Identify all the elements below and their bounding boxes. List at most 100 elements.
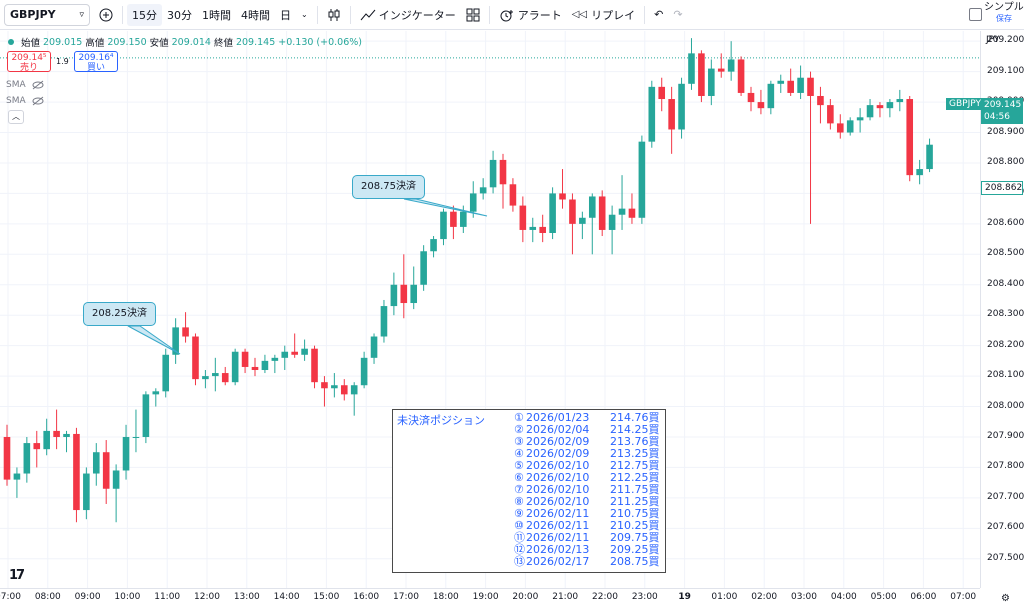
alert-label: アラート <box>517 8 562 22</box>
interval-15m[interactable]: 15分 <box>127 3 162 26</box>
replay-button[interactable]: ◁◁ リプレイ <box>567 4 640 26</box>
undo-button[interactable]: ↶ <box>649 4 668 26</box>
time-axis[interactable]: 07:00 08:00 09:00 10:00 11:00 12:00 13:00 14:00… <box>0 588 980 605</box>
open-label: 始値 <box>21 38 41 49</box>
chevron-up-icon: ︿ <box>12 112 20 121</box>
candle-body <box>489 159 497 188</box>
symbol-label: GBPJPY <box>10 8 56 21</box>
candle-body <box>747 92 755 103</box>
time-tick-label: 18:00 <box>432 592 459 602</box>
templates-button[interactable] <box>461 4 485 26</box>
candle-body <box>400 284 408 304</box>
buy-button[interactable]: 209.16⁴ 買い <box>74 51 118 73</box>
position-price: 211.75買 <box>610 483 660 496</box>
candle-body <box>618 208 626 215</box>
candle-body <box>569 199 576 224</box>
layout-checkbox[interactable] <box>969 8 982 21</box>
price-tick-label: 207.800 <box>987 461 1024 472</box>
candle-body <box>916 169 923 176</box>
callout-208-75[interactable]: 208.75決済 <box>352 175 425 199</box>
time-tick-label: 10:00 <box>114 592 141 602</box>
compare-symbol-button[interactable] <box>94 4 118 26</box>
close-label: 終値 <box>213 38 233 49</box>
redo-button[interactable]: ↷ <box>668 4 687 26</box>
position-number: ④ <box>514 447 524 460</box>
candle-body <box>360 357 368 386</box>
sma-indicator-1[interactable]: SMA <box>6 80 44 90</box>
candle-body <box>281 351 289 358</box>
candle-body <box>886 102 894 109</box>
divider <box>349 5 351 24</box>
sma-label: SMA <box>6 80 26 90</box>
time-tick-label: 05:00 <box>870 592 897 602</box>
symbol-search-button[interactable]: GBPJPY ▿ <box>4 3 90 26</box>
chart-pane[interactable] <box>0 31 980 588</box>
currency-label[interactable]: JPY <box>986 35 1000 45</box>
redo-icon: ↷ <box>673 8 683 21</box>
top-toolbar: GBPJPY ▿ 15分 30分 1時間 4時間 日 ⌄ インジケーター アラー… <box>0 0 1024 30</box>
callout-208-25[interactable]: 208.25決済 <box>83 302 156 326</box>
gear-icon[interactable]: ⚙ <box>1001 593 1010 604</box>
candle-body <box>727 59 735 72</box>
eye-hidden-icon[interactable] <box>32 80 44 90</box>
divider <box>122 5 123 24</box>
candle-body <box>430 239 437 252</box>
eye-hidden-icon[interactable] <box>32 96 44 106</box>
tradingview-logo[interactable]: 17 <box>9 568 25 583</box>
interval-4h[interactable]: 4時間 <box>241 8 270 22</box>
price-tick-label: 207.900 <box>987 430 1024 441</box>
interval-1d[interactable]: 日 <box>280 8 291 22</box>
candle-body <box>737 59 745 93</box>
alert-button[interactable]: アラート <box>494 4 567 26</box>
high-label: 高値 <box>85 38 105 49</box>
time-tick-label: 23:00 <box>631 592 658 602</box>
position-number: ① <box>514 411 524 424</box>
position-price: 211.25買 <box>610 495 660 508</box>
price-tick-label: 208.400 <box>987 278 1024 289</box>
save-label: 保存 <box>996 14 1012 23</box>
position-row: ② 2026/02/04 214.25買 <box>514 424 660 436</box>
candle-body <box>321 382 328 389</box>
interval-30m[interactable]: 30分 <box>167 8 192 22</box>
position-date: 2026/02/10 <box>526 483 590 496</box>
sell-label: 売り <box>19 63 38 73</box>
sell-button[interactable]: 209.14⁵ 売り <box>7 51 51 73</box>
position-row: ⑨ 2026/02/11 210.75買 <box>514 507 660 520</box>
dropdown-icon: ▿ <box>79 9 84 20</box>
position-date: 2026/02/10 <box>526 471 590 484</box>
low-value: 209.014 <box>171 36 211 48</box>
candle-body <box>807 77 814 96</box>
candle-body <box>370 336 378 358</box>
candle-body <box>926 144 933 170</box>
position-number: ⑥ <box>514 471 524 484</box>
open-positions-box[interactable]: 未決済ポジション ① 2026/01/23 214.76買 ② 2026/02/04 21… <box>392 409 666 573</box>
candle-body <box>767 83 775 109</box>
candle-body <box>132 436 140 438</box>
position-date: 2026/02/11 <box>526 531 590 544</box>
time-tick-label: 12:00 <box>194 592 220 602</box>
indicators-button[interactable]: インジケーター <box>355 4 461 26</box>
candle-body <box>212 373 219 377</box>
time-tick-label: 06:00 <box>910 592 937 602</box>
position-row: ⑦ 2026/02/10 211.75買 <box>514 483 660 496</box>
candle-body <box>638 141 646 218</box>
position-price: 210.75買 <box>610 507 660 520</box>
position-number: ⑬ <box>514 555 525 568</box>
candle-body <box>836 123 844 133</box>
collapse-legend-button[interactable]: ︿ <box>8 110 24 124</box>
save-layout-button[interactable]: シンプル 保存 <box>984 2 1024 24</box>
position-row: ⑪ 2026/02/11 209.75買 <box>514 531 660 544</box>
time-tick-label: 22:00 <box>592 592 618 602</box>
candle-body <box>410 284 418 304</box>
symbol-price-tag: GBPJPY <box>946 98 984 110</box>
candle-body <box>241 351 249 367</box>
candle-body <box>658 86 666 100</box>
interval-dropdown[interactable]: ⌄ <box>296 4 313 26</box>
position-row: ⑫ 2026/02/13 209.25買 <box>514 544 660 556</box>
candle-body <box>83 473 90 511</box>
position-number: ⑧ <box>514 495 524 508</box>
chart-type-button[interactable] <box>322 4 346 26</box>
candle-body <box>668 99 675 130</box>
interval-1h[interactable]: 1時間 <box>202 8 231 22</box>
sma-indicator-2[interactable]: SMA <box>6 96 44 106</box>
